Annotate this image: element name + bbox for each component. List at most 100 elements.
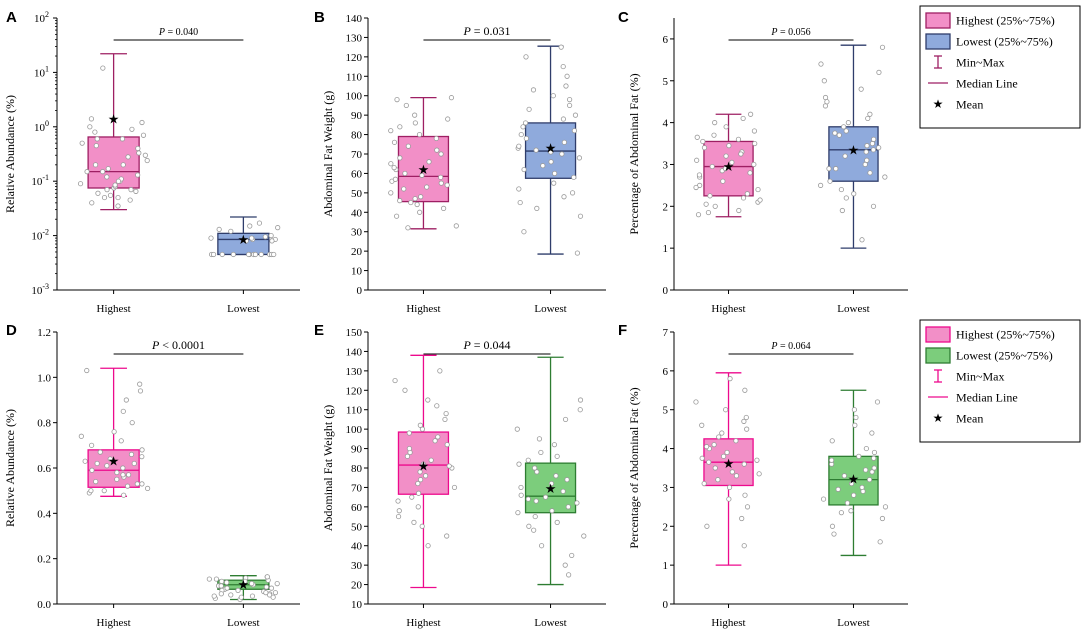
data-point — [536, 436, 543, 442]
data-point — [743, 414, 749, 421]
p-value: P = 0.044 — [462, 338, 510, 352]
data-point — [521, 166, 527, 173]
panel-a: A 10-3 10-2 10-1 100 101 102 Relative Abundance… — [3, 9, 300, 315]
data-point — [736, 207, 742, 214]
data-point — [402, 387, 408, 393]
data-point — [272, 590, 279, 596]
x-category-label: Highest — [97, 303, 131, 315]
data-point — [388, 190, 394, 196]
panel-c: C 0 1 2 3 4 5 6 Percentage of Abdominal Fat (%) H… — [618, 9, 908, 315]
data-point — [523, 135, 529, 142]
data-point — [838, 510, 844, 516]
data-point — [274, 580, 280, 587]
y-tick-label: 2 — [663, 201, 669, 213]
data-point — [722, 166, 729, 172]
series-lowest: ★ — [514, 356, 587, 586]
data-point — [531, 527, 537, 533]
data-point — [712, 465, 718, 471]
data-point — [101, 194, 108, 201]
y-axis-title: Percentage of Abdominal Fat (%) — [627, 387, 641, 548]
data-point — [709, 163, 715, 170]
data-point — [538, 543, 545, 549]
data-point — [82, 458, 88, 464]
data-point — [275, 225, 281, 231]
data-point — [723, 407, 729, 413]
y-tick-label: 150 — [346, 327, 363, 339]
y-axis-title: Abdominal Fat Weight (g) — [321, 91, 335, 217]
data-point — [561, 139, 567, 145]
data-point — [757, 197, 763, 203]
data-point — [262, 234, 268, 240]
data-point — [876, 69, 882, 76]
data-point — [744, 426, 750, 432]
data-point — [417, 422, 423, 428]
data-point — [120, 408, 126, 414]
data-point — [559, 151, 565, 157]
data-point — [218, 591, 224, 597]
y-tick-label: 1 — [663, 560, 669, 572]
data-point — [704, 523, 710, 529]
data-point — [835, 486, 841, 492]
y-tick-label: 7 — [663, 327, 669, 339]
data-point — [748, 111, 754, 117]
data-point — [566, 572, 572, 578]
data-point — [412, 120, 418, 126]
data-point — [530, 87, 537, 93]
data-point — [408, 199, 414, 206]
data-point — [569, 552, 575, 559]
data-point — [247, 223, 253, 229]
data-point — [77, 181, 84, 187]
data-point — [871, 449, 878, 456]
data-point — [839, 207, 845, 214]
data-point — [94, 136, 100, 142]
data-point — [219, 578, 225, 584]
data-point — [411, 519, 417, 526]
legend-label: Min~Max — [956, 56, 1005, 70]
data-point — [876, 145, 882, 151]
data-point — [405, 225, 411, 231]
data-point — [833, 166, 839, 172]
data-point — [871, 465, 877, 471]
data-point — [446, 463, 452, 469]
data-point — [412, 112, 418, 118]
data-point — [711, 442, 717, 448]
data-point — [104, 174, 110, 180]
data-point — [406, 430, 412, 436]
data-point — [832, 130, 838, 136]
data-point — [849, 480, 855, 487]
data-point — [703, 201, 709, 207]
data-point — [558, 44, 564, 50]
y-axis-title: Abdominal Fat Weight (g) — [321, 405, 335, 531]
data-point — [858, 86, 864, 92]
mean-marker: ★ — [238, 232, 250, 247]
data-point — [518, 484, 524, 491]
data-point — [577, 407, 583, 413]
y-axis-title: Relative Abundance (%) — [3, 95, 17, 213]
data-point — [534, 469, 540, 475]
data-point — [532, 513, 538, 520]
data-point — [208, 235, 214, 241]
data-point — [699, 422, 705, 428]
data-point — [751, 128, 758, 134]
data-point — [89, 467, 95, 473]
data-point — [701, 480, 707, 487]
data-point — [874, 399, 881, 405]
data-point — [433, 135, 439, 142]
data-point — [533, 147, 539, 153]
data-point — [417, 209, 423, 215]
data-point — [549, 508, 555, 514]
data-point — [569, 190, 576, 196]
data-point — [238, 594, 244, 600]
data-point — [397, 155, 403, 161]
data-point — [115, 194, 121, 201]
data-point — [864, 143, 870, 149]
data-point — [112, 182, 118, 188]
data-point — [213, 576, 220, 582]
data-point — [443, 410, 449, 417]
data-point — [89, 200, 95, 206]
data-point — [828, 457, 835, 463]
data-point — [699, 455, 705, 461]
data-point — [94, 460, 100, 467]
data-point — [252, 251, 259, 258]
data-point — [392, 377, 398, 384]
